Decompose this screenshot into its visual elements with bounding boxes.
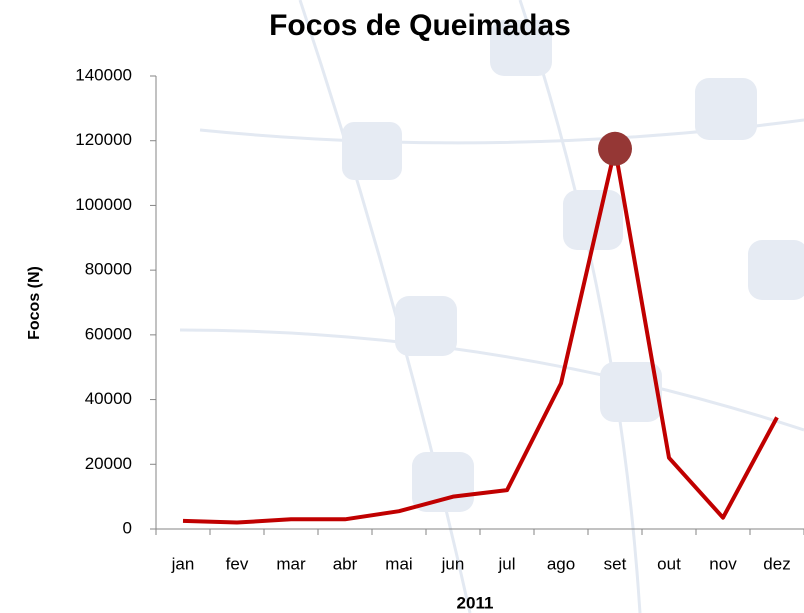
x-tick-label: jun xyxy=(441,554,465,573)
y-tick-label: 40000 xyxy=(85,389,132,408)
y-axis-label: Focos (N) xyxy=(26,266,43,340)
y-tick-label: 20000 xyxy=(85,454,132,473)
x-tick-label: mai xyxy=(385,554,412,573)
x-tick-label: fev xyxy=(226,554,249,573)
data-line xyxy=(182,146,779,525)
x-tick-label: ago xyxy=(547,554,575,573)
highlight-marker xyxy=(598,131,632,166)
x-tick-label: mar xyxy=(276,554,306,573)
y-tick-label: 100000 xyxy=(75,195,132,214)
x-tick-label: set xyxy=(604,554,627,573)
y-tick-label: 80000 xyxy=(85,260,132,279)
y-tick-label: 0 xyxy=(123,518,132,537)
y-tick-label: 120000 xyxy=(75,130,132,149)
x-tick-label: nov xyxy=(709,554,737,573)
chart-title: Focos de Queimadas xyxy=(269,9,571,42)
x-axis-label: 2011 xyxy=(457,593,494,612)
x-tick-label: jan xyxy=(171,554,195,573)
y-tick-label: 60000 xyxy=(85,324,132,343)
x-tick-label: dez xyxy=(763,554,790,573)
x-tick-label: abr xyxy=(333,554,358,573)
x-tick-label: out xyxy=(657,554,681,573)
x-tick-label: jul xyxy=(497,554,515,573)
y-tick-label: 140000 xyxy=(75,65,132,84)
